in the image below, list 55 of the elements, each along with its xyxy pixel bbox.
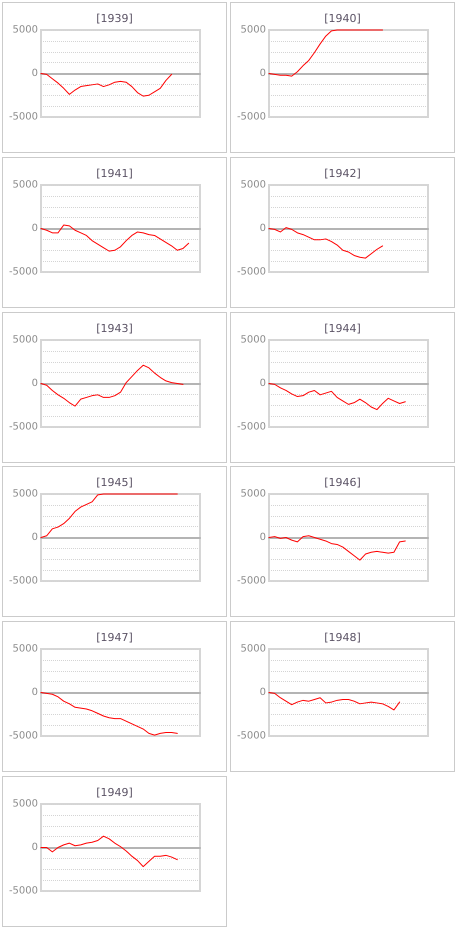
y-tick-label: -5000 — [236, 422, 266, 432]
line-series — [268, 30, 384, 77]
y-tick-label: 5000 — [12, 334, 38, 346]
y-tick-label: 0 — [260, 68, 266, 79]
y-tick-label: 0 — [260, 378, 266, 389]
chart-title: [1941] — [96, 167, 133, 180]
line-series — [40, 364, 184, 407]
line-series — [268, 535, 406, 561]
y-tick-label: 0 — [260, 223, 266, 234]
y-tick-label: 0 — [260, 532, 266, 543]
y-tick-label: 0 — [32, 223, 38, 234]
y-tick-label: 5000 — [12, 644, 38, 654]
y-tick-label: -5000 — [8, 266, 38, 278]
y-tick-label: -5000 — [236, 112, 266, 122]
line-series — [40, 224, 190, 252]
y-tick-label: 5000 — [240, 24, 266, 36]
chart-title: [1946] — [324, 476, 361, 489]
y-tick-label: 5000 — [12, 488, 38, 500]
chart-title: [1947] — [96, 631, 133, 644]
line-series — [268, 227, 384, 259]
y-tick-label: -5000 — [8, 730, 38, 742]
chart-title: [1948] — [324, 631, 361, 644]
y-tick-label: 0 — [260, 687, 266, 698]
y-tick-label: -5000 — [8, 112, 38, 122]
y-tick-label: 5000 — [12, 24, 38, 36]
y-tick-label: 0 — [32, 687, 38, 698]
chart-title: [1942] — [324, 167, 361, 180]
line-series — [268, 692, 400, 710]
y-tick-label: -5000 — [236, 266, 266, 278]
line-series — [40, 73, 172, 97]
y-tick-label: 5000 — [12, 798, 38, 810]
line-series — [40, 494, 178, 538]
y-tick-label: 0 — [32, 842, 38, 853]
chart-title: [1945] — [96, 476, 133, 489]
y-tick-label: 5000 — [240, 644, 266, 654]
line-series — [268, 383, 406, 410]
chart-title: [1949] — [96, 786, 133, 799]
line-series — [40, 836, 178, 868]
y-tick-label: -5000 — [8, 576, 38, 586]
y-tick-label: 5000 — [240, 180, 266, 190]
y-tick-label: 0 — [32, 532, 38, 543]
line-series — [40, 692, 178, 736]
y-tick-label: 0 — [32, 378, 38, 389]
y-tick-label: -5000 — [8, 422, 38, 432]
chart-title: [1939] — [96, 12, 133, 25]
y-tick-label: -5000 — [8, 886, 38, 896]
chart-title: [1944] — [324, 322, 361, 335]
chart-title: [1940] — [324, 12, 361, 25]
y-tick-label: -5000 — [236, 576, 266, 586]
chart-title: [1943] — [96, 322, 133, 335]
y-tick-label: 5000 — [240, 334, 266, 346]
y-tick-label: 5000 — [240, 488, 266, 500]
y-tick-label: -5000 — [236, 730, 266, 742]
y-tick-label: 0 — [32, 68, 38, 79]
y-tick-label: 5000 — [12, 180, 38, 190]
